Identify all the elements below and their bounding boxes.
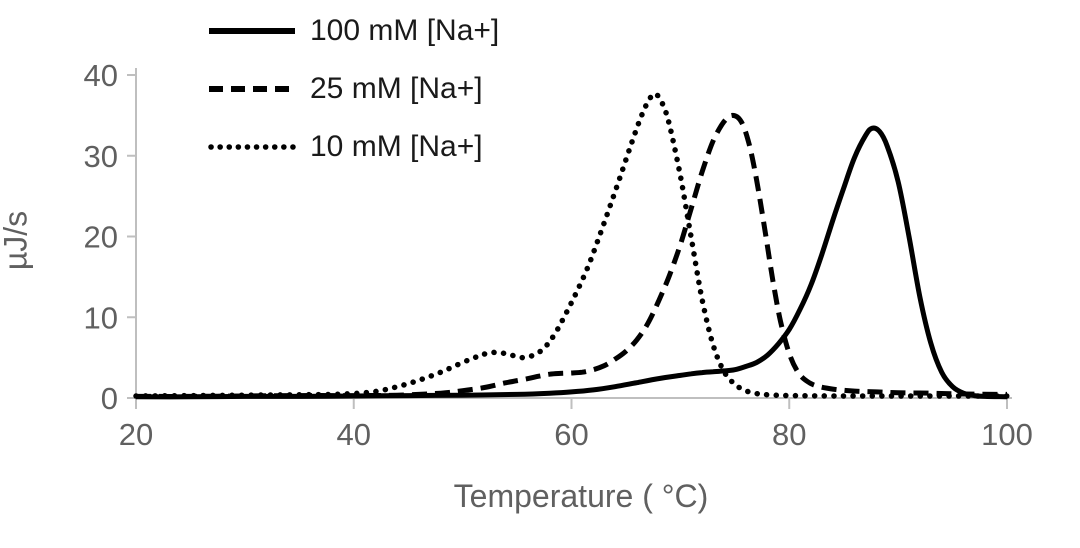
y-tick-label: 20 [84,220,118,255]
legend-item-10mM: 10 mM [Na+] [208,118,499,176]
solid-line-icon [209,28,295,34]
y-axis-title: µJ/s [0,210,34,271]
y-tick-label: 40 [84,58,118,93]
x-tick-label: 100 [981,417,1033,452]
legend-label-10mM: 10 mM [Na+] [310,130,483,163]
chart-legend: 100 mM [Na+] 25 mM [Na+] 10 mM [Na+] [208,2,499,176]
legend-item-25mM: 25 mM [Na+] [208,60,499,118]
legend-label-25mM: 25 mM [Na+] [310,72,483,105]
legend-item-100mM: 100 mM [Na+] [208,2,499,60]
x-tick-label: 60 [554,417,588,452]
x-tick-label: 80 [772,417,806,452]
x-tick-label: 40 [337,417,371,452]
x-tick-label: 20 [119,417,153,452]
legend-label-100mM: 100 mM [Na+] [310,14,500,47]
x-axis-title: Temperature ( °C) [453,478,709,514]
y-tick-label: 30 [84,139,118,174]
curve-10-mm-na- [133,90,1010,399]
y-tick-label: 0 [101,381,118,416]
curve-100-mm-na- [135,125,1008,400]
curve-25-mm-na- [135,112,1008,399]
dashed-line-icon [209,86,295,92]
y-tick-label: 10 [84,300,118,335]
dotted-line-icon [208,144,296,150]
